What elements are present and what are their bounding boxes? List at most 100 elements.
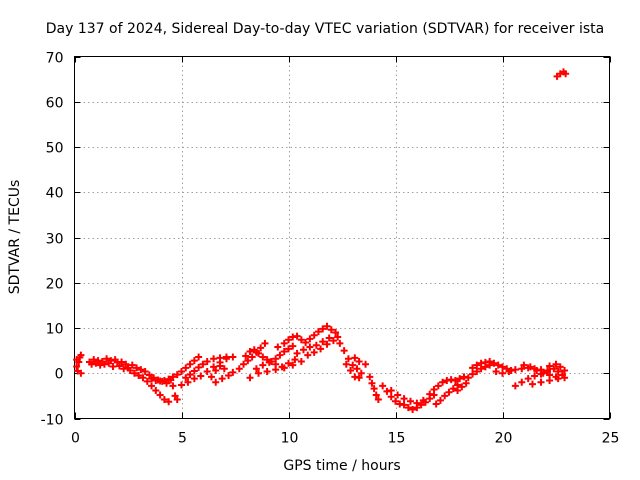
y-tick-label: 30: [46, 232, 64, 248]
data-point: [244, 357, 252, 365]
data-point: [314, 328, 322, 336]
data-point: [182, 364, 190, 372]
data-point: [347, 367, 355, 375]
data-point: [246, 348, 254, 356]
data-point: [160, 395, 168, 403]
y-tick-label: 0: [55, 367, 64, 383]
data-point: [118, 358, 126, 366]
data-point: [550, 365, 558, 373]
data-point: [372, 391, 380, 399]
data-point: [344, 355, 352, 363]
data-point: [280, 348, 288, 356]
data-point: [473, 361, 481, 369]
data-point: [439, 378, 447, 386]
data-point: [462, 379, 470, 387]
tick-labels: 0 5 10 15 20 25 -10 0 10 20 30 40 50 60 70: [41, 51, 620, 447]
data-point: [242, 352, 250, 360]
data-point: [195, 363, 203, 371]
data-point: [400, 401, 408, 409]
data-point: [317, 345, 325, 353]
data-point: [340, 347, 348, 355]
data-point: [554, 367, 562, 375]
data-point: [289, 361, 297, 369]
data-point: [334, 333, 342, 341]
data-point: [561, 367, 569, 375]
data-point: [293, 332, 301, 340]
data-point: [259, 361, 267, 369]
data-point: [319, 325, 327, 333]
data-point: [421, 398, 429, 406]
data-point: [240, 360, 248, 368]
data-point: [156, 391, 164, 399]
data-point: [464, 374, 472, 382]
data-point: [366, 373, 374, 381]
data-point: [272, 366, 280, 374]
data-point: [115, 362, 123, 370]
data-point: [441, 392, 449, 400]
data-point: [122, 360, 130, 368]
x-axis-label: GPS time / hours: [283, 458, 400, 474]
chart-title: Day 137 of 2024, Sidereal Day-to-day VTE…: [46, 21, 604, 37]
grid: [74, 56, 610, 419]
data-point: [432, 400, 440, 408]
data-point: [203, 357, 211, 365]
data-point: [216, 354, 224, 362]
data-point: [526, 363, 534, 371]
y-tick-label: 40: [46, 186, 64, 202]
data-point: [490, 359, 498, 367]
data-point: [197, 372, 205, 380]
y-tick-label: 70: [46, 51, 64, 67]
data-point: [280, 339, 288, 347]
data-point: [494, 361, 502, 369]
data-point: [126, 367, 134, 375]
data-point: [252, 365, 260, 373]
data-point: [173, 395, 181, 403]
data-point: [77, 369, 85, 377]
data-point: [255, 369, 263, 377]
data-point: [169, 382, 177, 390]
data-point: [235, 365, 243, 373]
data-point: [285, 359, 292, 367]
data-point: [387, 393, 395, 401]
data-point: [505, 367, 513, 375]
data-point: [246, 374, 254, 382]
data-point: [312, 341, 320, 349]
data-point: [133, 364, 141, 372]
data-point: [274, 343, 282, 351]
y-axis-label: SDTVAR / TECUs: [7, 180, 23, 295]
data-point: [417, 401, 425, 409]
data-point: [148, 375, 156, 383]
data-point: [173, 371, 181, 379]
data-point: [499, 369, 506, 377]
x-tick-label: 10: [281, 431, 299, 447]
data-point: [392, 397, 399, 405]
data-point: [511, 382, 519, 390]
data-point: [327, 326, 335, 334]
y-tick-label: 60: [46, 96, 64, 112]
data-point: [329, 337, 337, 345]
x-tick-label: 0: [71, 431, 80, 447]
data-point: [368, 379, 376, 387]
data-point: [212, 378, 220, 386]
data-point: [165, 375, 173, 383]
data-point: [325, 334, 333, 342]
data-point: [210, 355, 218, 363]
data-point: [336, 339, 344, 347]
data-point: [469, 370, 477, 378]
data-point: [280, 364, 288, 372]
data-point: [135, 372, 143, 380]
data-point: [137, 366, 145, 374]
data-point: [552, 360, 560, 368]
data-point: [546, 376, 554, 384]
data-point: [186, 360, 194, 368]
x-tick-label: 15: [388, 431, 406, 447]
data-point: [451, 376, 459, 384]
data-point: [409, 405, 417, 413]
data-point: [323, 340, 331, 348]
data-point: [539, 369, 547, 377]
data-point: [222, 353, 230, 361]
data-point: [285, 336, 292, 344]
data-point: [299, 346, 307, 354]
data-point: [434, 382, 442, 390]
axis-ticks: [74, 56, 611, 420]
